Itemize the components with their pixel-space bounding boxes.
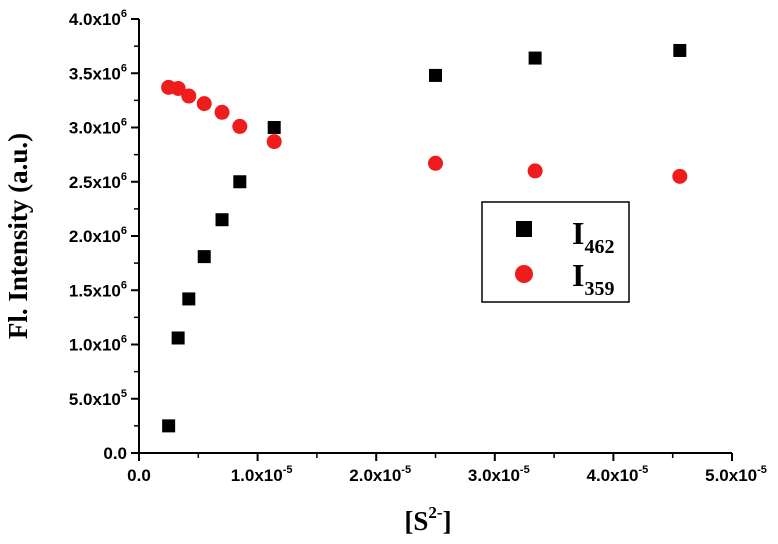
data-point-circle (196, 96, 212, 112)
legend-box (481, 201, 630, 303)
series-layer (161, 43, 688, 433)
y-tick-label: 0.0 (103, 444, 127, 463)
x-tick-label: 0.0 (127, 466, 151, 485)
y-tick-label-mantissa: 0.0 (103, 444, 127, 463)
legend-label-i462-sub: 462 (584, 236, 614, 258)
y-tick-label-mantissa: 5.0x10 (69, 390, 121, 409)
x-tick-label-mantissa: 3.0x10 (468, 466, 520, 485)
data-point-square (267, 121, 281, 134)
data-point-circle (527, 163, 543, 179)
data-point-square (429, 68, 442, 82)
x-tick-label-exponent: -5 (757, 464, 767, 476)
legend-marker-i359 (515, 265, 533, 283)
y-tick-label: 2.0x106 (69, 225, 127, 246)
x-tick-label-exponent: -5 (283, 464, 293, 476)
y-tick-label: 1.0x106 (69, 334, 127, 355)
y-tick-label: 3.0x106 (69, 117, 127, 138)
y-tick-label-mantissa: 4.0x10 (69, 10, 121, 29)
x-tick-label-mantissa: 4.0x10 (587, 466, 639, 485)
plot-frame (138, 19, 732, 454)
x-axis-title-main: [S (404, 506, 428, 536)
y-tick-label-exponent: 6 (121, 62, 127, 74)
data-point-square (197, 250, 211, 264)
legend-label-i462: I462 (572, 215, 614, 258)
y-tick-label: 5.0x105 (69, 388, 127, 409)
legend-label-i359-sub: 359 (584, 278, 614, 300)
series-I462 (162, 43, 687, 433)
y-tick-label-mantissa: 1.0x10 (69, 336, 121, 355)
y-tick-label: 1.5x106 (69, 279, 127, 300)
data-point-circle (181, 88, 197, 104)
x-tick-label: 5.0x10-5 (705, 464, 767, 485)
x-tick-label-mantissa: 1.0x10 (231, 466, 283, 485)
x-tick-label: 3.0x10-5 (468, 464, 530, 485)
data-point-circle (266, 134, 282, 150)
y-tick-label-exponent: 6 (121, 117, 127, 129)
y-tick-label-exponent: 6 (121, 279, 127, 291)
x-tick-label-mantissa: 0.0 (127, 466, 151, 485)
x-tick-label-mantissa: 5.0x10 (705, 466, 757, 485)
y-tick-label-mantissa: 2.0x10 (69, 227, 121, 246)
x-tick-label: 1.0x10-5 (231, 464, 293, 485)
y-tick-label-exponent: 6 (121, 8, 127, 20)
x-axis-title-sup: 2- (428, 503, 443, 522)
legend-label-i359-main: I (572, 257, 584, 293)
y-tick-label-exponent: 6 (121, 225, 127, 237)
series-I359 (161, 79, 688, 184)
data-point-square (528, 51, 542, 65)
data-point-square (673, 43, 687, 57)
y-tick-label-exponent: 5 (121, 388, 127, 400)
y-tick-label: 4.0x106 (69, 8, 127, 29)
x-axis-title: [S2-] (404, 503, 451, 536)
x-ticks: 0.0 1.0x10-5 2.0x10-5 3.0x10-5 4.0x10-5 5.0x1… (127, 453, 767, 485)
y-tick-label-mantissa: 3.5x10 (69, 64, 121, 83)
x-axis-title-end: ] (443, 506, 452, 536)
y-tick-label: 3.5x106 (69, 62, 127, 83)
data-point-circle (214, 104, 230, 120)
data-point-circle (232, 118, 248, 134)
x-tick-label-exponent: -5 (520, 464, 530, 476)
y-tick-label-mantissa: 1.5x10 (69, 281, 121, 300)
data-point-square (182, 292, 196, 306)
x-tick-label: 4.0x10-5 (587, 464, 649, 485)
y-tick-label-mantissa: 2.5x10 (69, 173, 121, 192)
y-tick-label-exponent: 6 (121, 334, 127, 346)
x-tick-label-mantissa: 2.0x10 (349, 466, 401, 485)
x-tick-label: 2.0x10-5 (349, 464, 411, 485)
legend-label-i462-main: I (572, 215, 584, 251)
legend-marker-i462 (516, 221, 532, 237)
x-tick-label-exponent: -5 (639, 464, 649, 476)
legend-label-i359: I359 (572, 257, 614, 300)
data-point-circle (170, 80, 186, 96)
data-point-square (233, 175, 247, 189)
data-point-square (215, 213, 229, 227)
data-point-circle (428, 155, 443, 171)
y-ticks: 0.05.0x1051.0x1061.5x1062.0x1062.5x1063.… (69, 8, 139, 463)
data-point-square (171, 331, 185, 345)
y-tick-label-mantissa: 3.0x10 (69, 119, 121, 138)
y-tick-label-exponent: 6 (121, 171, 127, 183)
legend: I462 I359 (481, 201, 630, 303)
data-point-square (162, 419, 176, 433)
y-axis-title: Fl. Intensity (a.u.) (3, 133, 33, 339)
data-point-circle (672, 168, 688, 184)
x-tick-label-exponent: -5 (401, 464, 411, 476)
y-tick-label: 2.5x106 (69, 171, 127, 192)
